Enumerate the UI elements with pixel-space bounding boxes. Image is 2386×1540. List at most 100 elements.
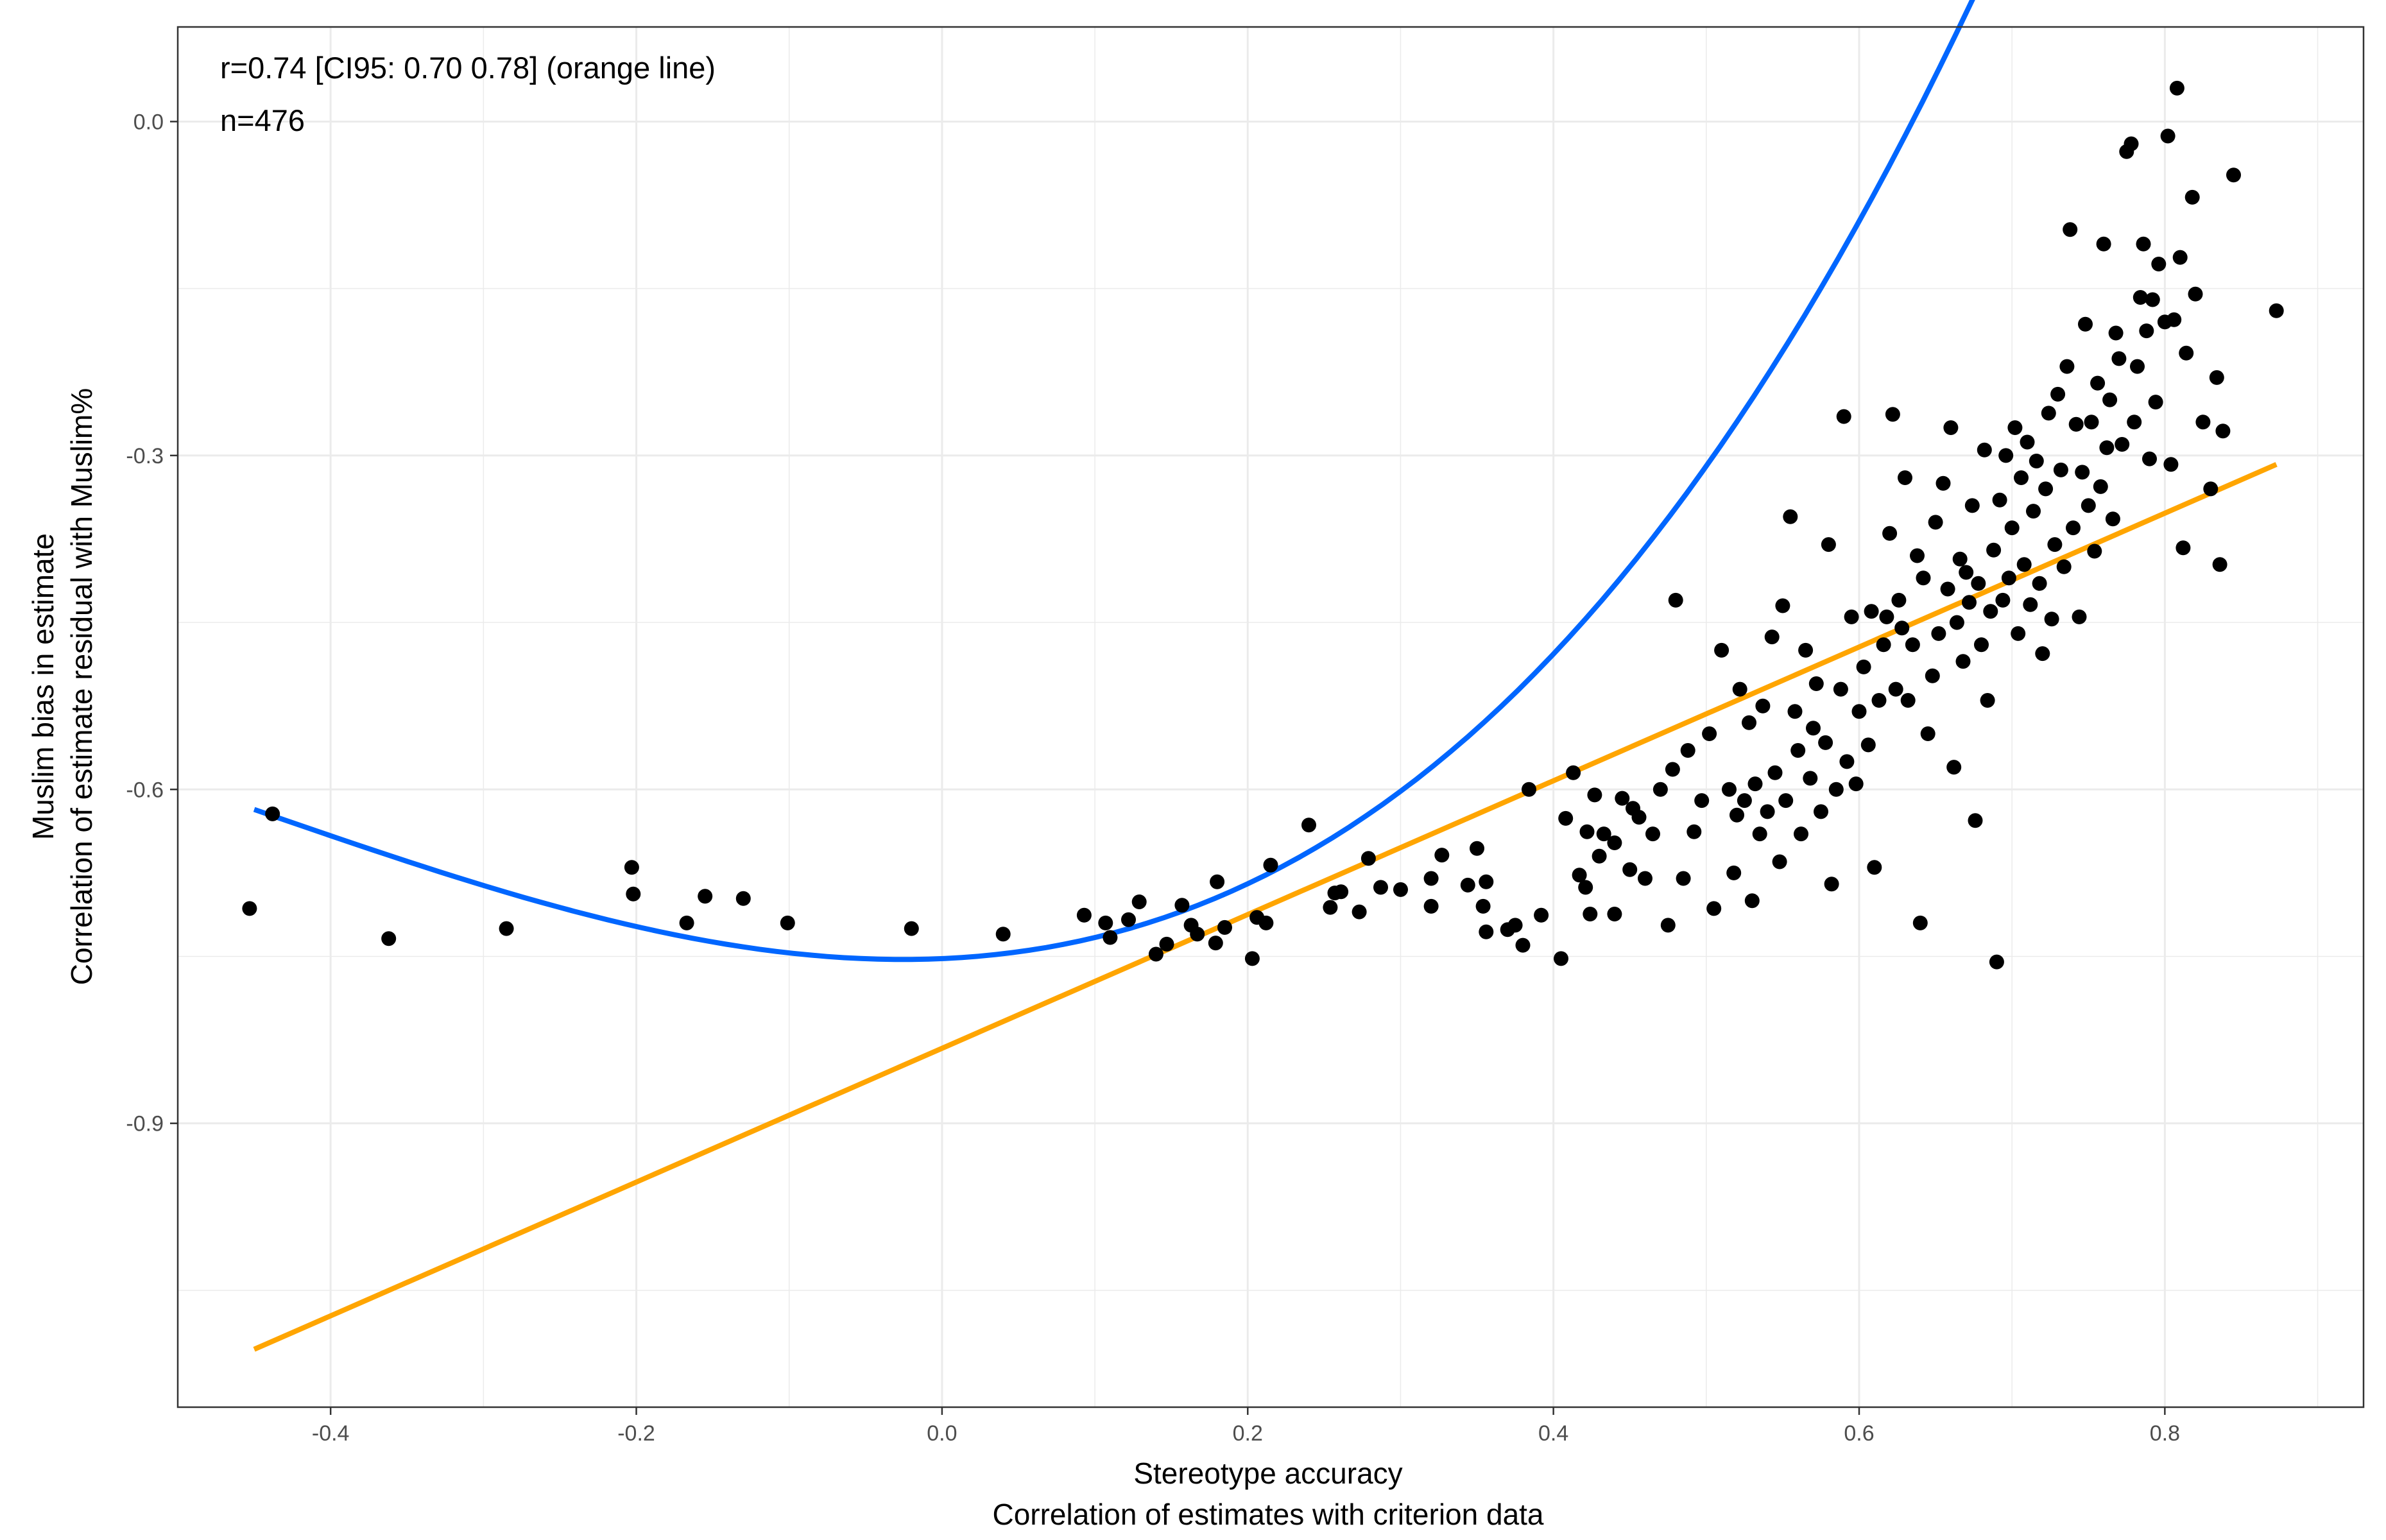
data-point xyxy=(2215,424,2231,439)
data-point xyxy=(1828,782,1844,797)
data-point xyxy=(1752,826,1767,842)
data-point xyxy=(2115,437,2130,452)
data-point xyxy=(1879,609,1894,624)
y-tick-label: -0.3 xyxy=(126,444,164,468)
data-point xyxy=(1587,787,1602,803)
data-point xyxy=(1258,915,1274,930)
data-point xyxy=(2169,80,2184,96)
fit-lines xyxy=(253,0,2278,1352)
data-point xyxy=(1210,874,1225,889)
data-point xyxy=(1964,498,1980,513)
data-point xyxy=(1460,877,1475,893)
x-tick-label: 0.6 xyxy=(1844,1421,1874,1446)
data-point xyxy=(1622,862,1638,877)
data-point xyxy=(1940,581,1955,597)
data-point xyxy=(1894,620,1910,636)
data-point xyxy=(1607,835,1622,850)
data-point xyxy=(2081,498,2096,513)
data-point xyxy=(1876,637,1891,653)
data-point xyxy=(381,931,397,946)
data-point xyxy=(1836,409,1851,424)
data-point xyxy=(2108,325,2124,341)
data-point xyxy=(2066,520,2081,536)
data-point xyxy=(2124,136,2139,151)
data-point xyxy=(1891,592,1907,608)
data-point xyxy=(1360,851,1376,866)
axis-ticks: -0.4 -0.2 0.0 0.2 0.4 0.6 0.8 0.0 -0.3 -0.6 -0.9 xyxy=(126,110,2180,1446)
data-point xyxy=(1798,642,1814,658)
data-point xyxy=(2075,465,2090,480)
data-point xyxy=(1888,681,1903,697)
data-point xyxy=(1952,551,1968,567)
data-point xyxy=(1764,629,1780,645)
data-point xyxy=(626,886,641,902)
data-point xyxy=(2160,128,2176,144)
x-tick-label: 0.2 xyxy=(1233,1421,1263,1446)
data-point xyxy=(1558,810,1574,826)
data-point xyxy=(1900,693,1916,708)
data-point xyxy=(1645,826,1660,842)
data-point xyxy=(1833,681,1848,697)
data-point xyxy=(1871,693,1887,708)
data-point xyxy=(1747,776,1763,792)
data-point xyxy=(1592,848,1607,864)
data-point xyxy=(1794,826,1808,842)
data-point xyxy=(1208,936,1223,951)
polynomial-fit-line xyxy=(253,0,1975,963)
data-point xyxy=(1263,857,1278,873)
y-tick-label: 0.0 xyxy=(133,110,164,134)
data-point xyxy=(2111,351,2127,366)
data-point xyxy=(1912,915,1928,930)
data-point xyxy=(1578,880,1593,895)
data-point xyxy=(1103,930,1118,945)
data-point xyxy=(1076,907,1092,923)
data-point xyxy=(2035,646,2050,662)
x-axis-title: Stereotype accuracy xyxy=(1133,1457,1402,1490)
data-point xyxy=(2050,386,2066,402)
data-point xyxy=(1905,637,1920,653)
data-point xyxy=(1638,871,1652,886)
data-point xyxy=(2023,597,2038,612)
data-point xyxy=(2007,420,2023,435)
data-point xyxy=(1808,676,1824,691)
data-point xyxy=(1910,548,1925,563)
data-point xyxy=(2044,612,2059,627)
y-axis-title: Muslim bias in estimate xyxy=(26,533,60,840)
data-point xyxy=(2269,303,2284,318)
data-point xyxy=(2127,415,2142,430)
data-point xyxy=(780,915,795,930)
data-point xyxy=(1977,442,1992,458)
data-point xyxy=(2029,454,2044,468)
data-point xyxy=(2016,557,2032,572)
data-point xyxy=(1554,951,1568,966)
data-point xyxy=(2172,250,2188,265)
data-point xyxy=(1668,592,1683,608)
data-point xyxy=(1839,754,1855,769)
data-point xyxy=(1772,854,1787,869)
data-point xyxy=(1676,871,1691,886)
data-point xyxy=(1687,824,1702,839)
data-point xyxy=(1737,793,1752,809)
data-point xyxy=(2148,395,2163,410)
data-point xyxy=(2068,416,2084,432)
data-point xyxy=(2047,537,2063,552)
data-point xyxy=(1579,824,1595,839)
data-point xyxy=(1159,936,1174,952)
data-point xyxy=(1631,810,1647,825)
data-point xyxy=(1732,681,1747,697)
data-point xyxy=(1607,907,1622,921)
data-point xyxy=(1803,771,1818,786)
data-point xyxy=(1995,592,2011,608)
data-point xyxy=(2102,392,2118,407)
data-point xyxy=(1121,912,1136,927)
data-point xyxy=(1943,420,1959,435)
data-point xyxy=(1566,765,1581,780)
data-point xyxy=(1931,626,1946,641)
data-point xyxy=(2226,167,2241,183)
data-point xyxy=(1848,776,1864,792)
data-point xyxy=(1755,698,1771,714)
data-point xyxy=(1190,927,1205,942)
data-point xyxy=(1652,782,1668,797)
data-point xyxy=(2133,290,2148,305)
x-tick-label: -0.2 xyxy=(617,1421,655,1446)
